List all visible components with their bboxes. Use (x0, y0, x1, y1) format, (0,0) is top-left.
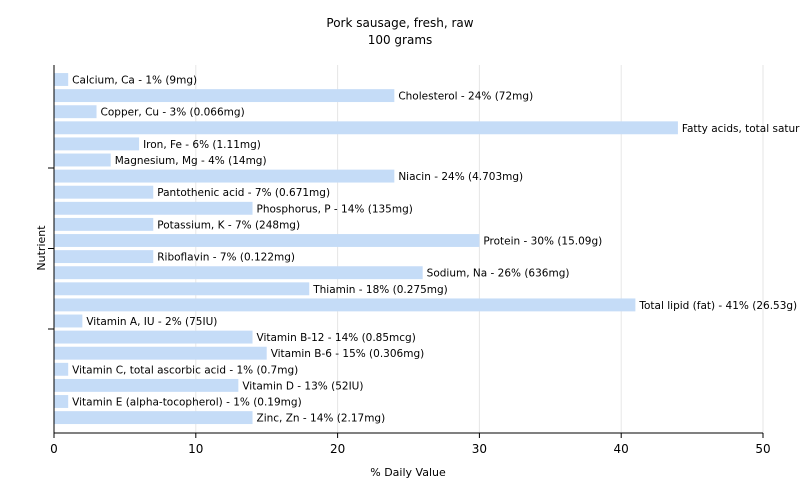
bar-3 (54, 121, 678, 135)
bar-label-4: Iron, Fe - 6% (1.11mg) (143, 139, 261, 151)
bar-9 (54, 217, 154, 231)
bar-17 (54, 346, 267, 360)
bar-label-10: Protein - 30% (15.09g) (483, 236, 602, 248)
bar-16 (54, 330, 253, 344)
bar-21 (54, 411, 253, 425)
bar-label-11: Riboflavin - 7% (0.122mg) (157, 252, 295, 264)
bar-15 (54, 314, 83, 328)
bar-13 (54, 282, 310, 296)
x-tick-label-4: 40 (614, 442, 629, 456)
bar-18 (54, 362, 69, 376)
bar-label-9: Potassium, K - 7% (248mg) (157, 219, 300, 231)
x-axis-title: % Daily Value (370, 466, 446, 479)
bar-label-1: Cholesterol - 24% (72mg) (398, 91, 533, 103)
x-tick-label-0: 0 (50, 442, 58, 456)
bar-6 (54, 169, 395, 183)
bar-label-14: Total lipid (fat) - 41% (26.53g) (638, 300, 797, 312)
bar-label-15: Vitamin A, IU - 2% (75IU) (86, 316, 217, 328)
bar-label-12: Sodium, Na - 26% (636mg) (427, 268, 570, 280)
bar-label-7: Pantothenic acid - 7% (0.671mg) (157, 187, 330, 199)
bar-label-13: Thiamin - 18% (0.275mg) (312, 284, 448, 296)
bar-label-21: Zinc, Zn - 14% (2.17mg) (257, 413, 386, 425)
x-tick-label-5: 50 (755, 442, 770, 456)
bar-0 (54, 73, 69, 86)
bars: Calcium, Ca - 1% (9mg) Cholesterol - 24% … (54, 73, 800, 425)
bar-8 (54, 201, 253, 215)
bar-2 (54, 105, 97, 119)
bar-label-3: Fatty acids, total saturated - 44% (8.79… (682, 123, 800, 135)
bar-20 (54, 395, 69, 408)
axes: 0 10 20 30 40 50 (48, 65, 771, 456)
bar-label-2: Copper, Cu - 3% (0.066mg) (101, 107, 245, 119)
bar-4 (54, 137, 140, 151)
bar-label-8: Phosphorus, P - 14% (135mg) (257, 203, 413, 215)
chart-subtitle: 100 grams (368, 33, 433, 47)
y-axis-title: Nutrient (35, 225, 48, 271)
x-tick-label-1: 10 (188, 442, 203, 456)
chart-title: Pork sausage, fresh, raw (326, 16, 473, 30)
bar-1 (54, 89, 395, 103)
bar-label-16: Vitamin B-12 - 14% (0.85mcg) (257, 332, 416, 344)
bar-label-0: Calcium, Ca - 1% (9mg) (72, 75, 197, 87)
bar-5 (54, 153, 111, 167)
bar-14 (54, 298, 636, 312)
bar-label-5: Magnesium, Mg - 4% (14mg) (115, 155, 267, 167)
bar-label-6: Niacin - 24% (4.703mg) (398, 171, 523, 183)
bar-7 (54, 185, 154, 199)
x-tick-label-3: 30 (472, 442, 487, 456)
bar-10 (54, 234, 480, 247)
x-tick-label-2: 20 (330, 442, 345, 456)
bar-12 (54, 266, 423, 280)
bar-label-18: Vitamin C, total ascorbic acid - 1% (0.7… (72, 364, 298, 376)
gridlines (195, 65, 764, 433)
bar-label-17: Vitamin B-6 - 15% (0.306mg) (271, 348, 425, 360)
bar-19 (54, 378, 239, 392)
bar-label-19: Vitamin D - 13% (52IU) (242, 380, 363, 392)
bar-11 (54, 250, 154, 264)
bar-label-20: Vitamin E (alpha-tocopherol) - 1% (0.19m… (72, 397, 302, 409)
